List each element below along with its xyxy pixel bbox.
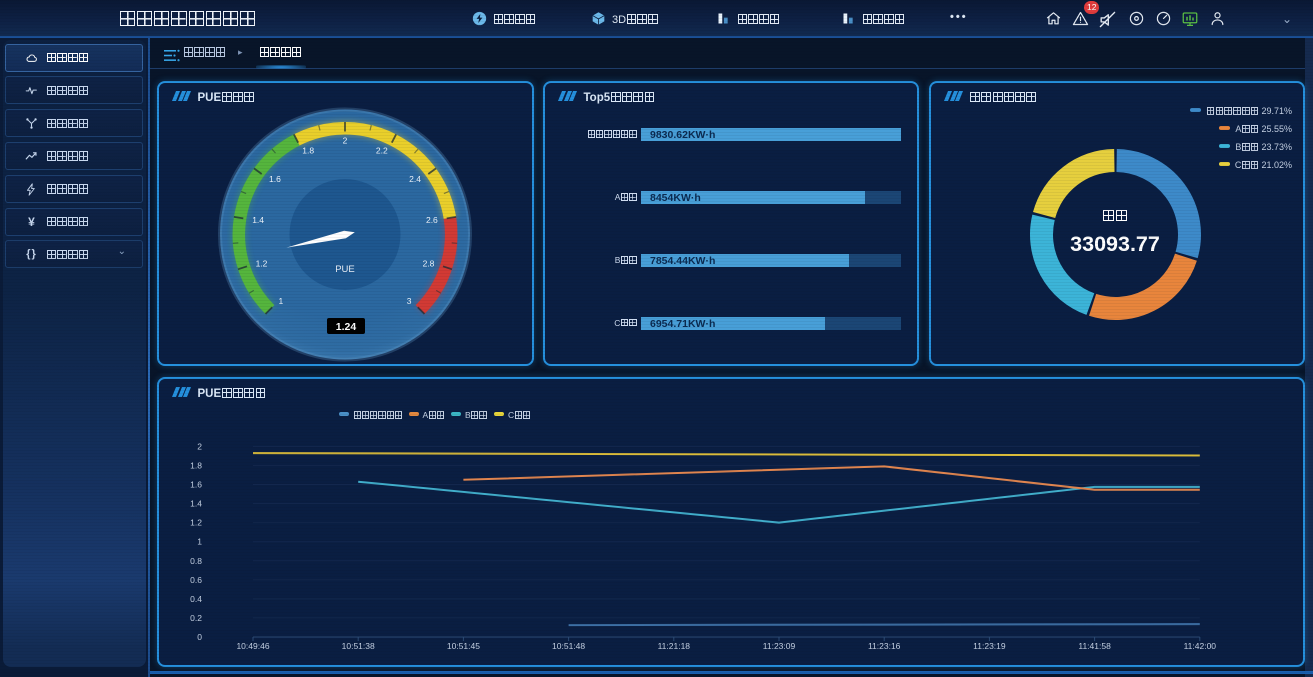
- svg-text:0.2: 0.2: [190, 613, 202, 623]
- svg-text:1.8: 1.8: [302, 146, 314, 156]
- svg-text:1.6: 1.6: [269, 174, 281, 184]
- svg-text:11:23:19: 11:23:19: [973, 641, 1006, 651]
- svg-text:2.8: 2.8: [423, 259, 435, 269]
- svg-text:0.6: 0.6: [190, 575, 202, 585]
- svg-text:2: 2: [197, 441, 202, 451]
- svg-text:10:51:45: 10:51:45: [447, 641, 480, 651]
- svg-text:10:51:38: 10:51:38: [342, 641, 375, 651]
- svg-text:0.8: 0.8: [190, 556, 202, 566]
- svg-text:1.4: 1.4: [190, 499, 202, 509]
- svg-text:10:49:46: 10:49:46: [236, 641, 269, 651]
- svg-text:PUE: PUE: [335, 264, 355, 275]
- svg-text:3: 3: [407, 296, 412, 306]
- svg-text:2: 2: [343, 136, 348, 146]
- svg-text:2.4: 2.4: [409, 174, 421, 184]
- svg-text:1: 1: [279, 296, 284, 306]
- svg-text:0: 0: [197, 632, 202, 642]
- svg-text:11:41:58: 11:41:58: [1078, 641, 1111, 651]
- svg-text:11:23:09: 11:23:09: [763, 641, 796, 651]
- svg-text:1.2: 1.2: [256, 259, 268, 269]
- svg-text:10:51:48: 10:51:48: [552, 641, 585, 651]
- svg-text:1: 1: [197, 537, 202, 547]
- svg-text:1.24: 1.24: [336, 321, 357, 333]
- svg-text:1.4: 1.4: [252, 215, 264, 225]
- svg-text:1.2: 1.2: [190, 518, 202, 528]
- svg-text:2.6: 2.6: [426, 215, 438, 225]
- svg-text:1.8: 1.8: [190, 461, 202, 471]
- svg-text:2.2: 2.2: [376, 146, 388, 156]
- svg-text:11:21:18: 11:21:18: [658, 641, 691, 651]
- svg-text:1.6: 1.6: [190, 480, 202, 490]
- svg-text:11:23:16: 11:23:16: [868, 641, 901, 651]
- svg-text:0.4: 0.4: [190, 594, 202, 604]
- svg-text:11:42:00: 11:42:00: [1184, 641, 1217, 651]
